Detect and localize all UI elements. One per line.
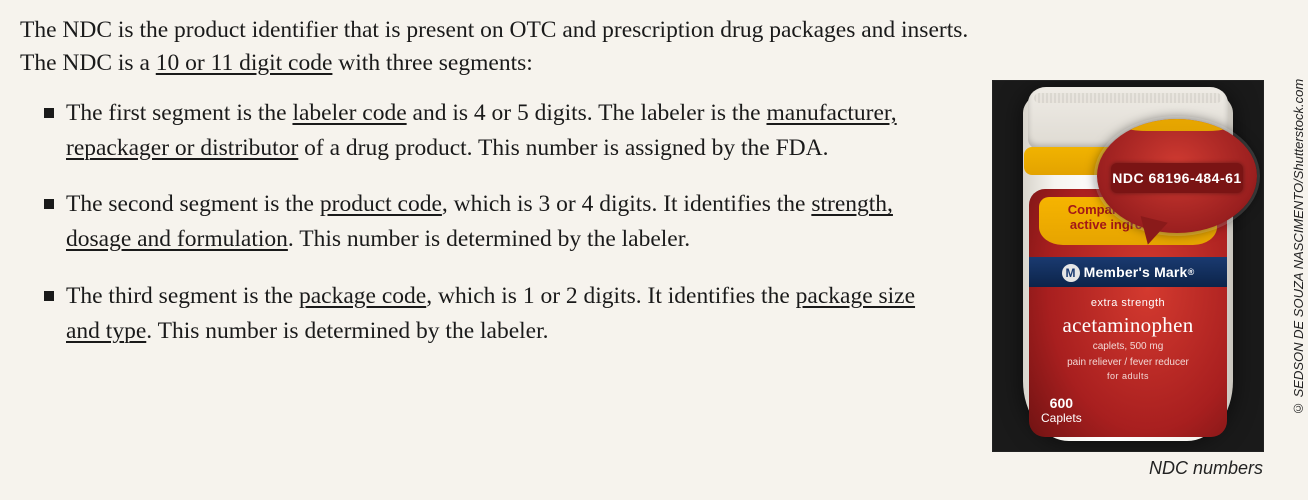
bullet-list: The first segment is the labeler code an… bbox=[20, 96, 948, 349]
intro-paragraph: The NDC is the product identifier that i… bbox=[20, 14, 1288, 80]
intro-line2-pre: The NDC is a bbox=[20, 50, 156, 76]
for-adults: for adults bbox=[1029, 371, 1227, 381]
brand-bar: MMember's Mark® bbox=[1029, 257, 1227, 287]
ndc-callout: NDC 68196-484-61 bbox=[1089, 119, 1257, 247]
callout-band bbox=[1097, 119, 1257, 131]
photo-credit: © SEDSON DE SOUZA NASCIMENTO/Shutterstoc… bbox=[1291, 62, 1306, 432]
intro-underline: 10 or 11 digit code bbox=[156, 50, 333, 76]
drug-name: acetaminophen bbox=[1029, 313, 1227, 338]
extra-strength: extra strength bbox=[1029, 297, 1227, 309]
intro-line1: The NDC is the product identifier that i… bbox=[20, 17, 968, 43]
underline-labeler-code: labeler code bbox=[292, 100, 406, 126]
intro-line2-post: with three segments: bbox=[332, 50, 532, 76]
figure-column: Compare to Tylenol active ingredient™ MM… bbox=[968, 80, 1288, 479]
figure-caption: NDC numbers bbox=[993, 458, 1263, 479]
callout-tail bbox=[1134, 216, 1167, 248]
underline-product-code: product code bbox=[320, 191, 442, 217]
brand-logo-icon: M bbox=[1062, 264, 1080, 282]
callout-bubble: NDC 68196-484-61 bbox=[1097, 119, 1257, 233]
underline-package-code: package code bbox=[299, 283, 426, 309]
product-photo: Compare to Tylenol active ingredient™ MM… bbox=[992, 80, 1264, 452]
list-item: The third segment is the package code, w… bbox=[44, 279, 948, 349]
list-item: The first segment is the labeler code an… bbox=[44, 96, 948, 166]
content-row: The first segment is the labeler code an… bbox=[20, 80, 1288, 479]
text-column: The first segment is the labeler code an… bbox=[20, 80, 968, 371]
indication-line: pain reliever / fever reducer bbox=[1029, 357, 1227, 368]
dosage-line: caplets, 500 mg bbox=[1029, 341, 1227, 352]
count-block: 600 Caplets bbox=[1041, 396, 1082, 425]
ndc-number: NDC 68196-484-61 bbox=[1111, 163, 1243, 193]
list-item: The second segment is the product code, … bbox=[44, 187, 948, 257]
page: The NDC is the product identifier that i… bbox=[20, 14, 1288, 479]
